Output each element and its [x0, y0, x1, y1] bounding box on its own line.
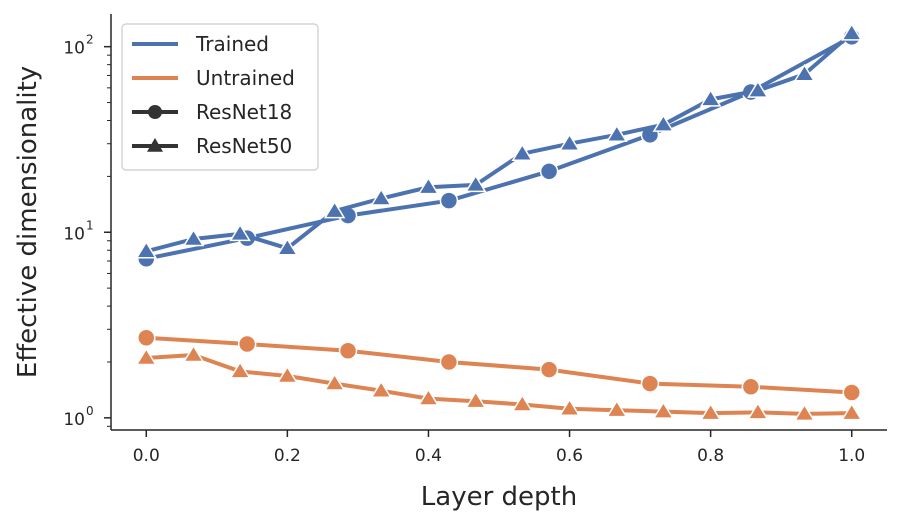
data-point	[840, 22, 863, 41]
data-point	[606, 399, 628, 418]
data-point	[417, 388, 440, 406]
series-layer	[135, 22, 863, 422]
data-point	[842, 383, 861, 402]
y-axis-title: Effective dimensionality	[13, 66, 43, 378]
data-point	[793, 403, 816, 422]
data-point	[417, 176, 440, 195]
data-point	[323, 373, 346, 391]
legend-marker	[148, 105, 162, 119]
y-tick-label: 10	[63, 410, 85, 430]
data-point	[511, 394, 534, 412]
data-point	[439, 191, 459, 210]
data-point	[840, 402, 863, 421]
axes	[110, 14, 887, 431]
x-tick-label: 0.6	[556, 446, 583, 466]
data-point	[747, 80, 769, 98]
y-tick-exponent: 2	[86, 33, 94, 47]
series-3	[135, 344, 863, 422]
data-point	[793, 63, 816, 82]
series-line	[144, 353, 854, 416]
data-point	[276, 365, 299, 384]
data-point	[229, 360, 251, 379]
data-point	[741, 377, 761, 397]
legend-label: Untrained	[196, 66, 295, 90]
legend-marker	[147, 138, 163, 152]
data-point	[464, 174, 487, 193]
series-1	[135, 22, 863, 259]
data-point	[229, 223, 251, 242]
legend-item: ResNet18	[132, 100, 292, 124]
x-tick-label: 1.0	[838, 446, 865, 466]
y-tick-exponent: 1	[86, 218, 94, 232]
data-point	[135, 240, 158, 259]
data-point	[652, 401, 675, 419]
data-point	[747, 401, 769, 420]
legend-label: ResNet50	[196, 134, 292, 158]
x-tick-label: 0.2	[274, 446, 301, 466]
legend-item: ResNet50	[132, 134, 292, 158]
data-point	[558, 398, 581, 416]
data-point	[606, 124, 628, 143]
y-tick-label: 10	[63, 224, 85, 244]
x-tick-label: 0.8	[697, 446, 724, 466]
data-point	[182, 228, 205, 247]
legend-item: Untrained	[132, 66, 295, 90]
data-point	[539, 360, 559, 379]
data-point	[558, 133, 581, 151]
data-point	[135, 347, 158, 366]
y-tick-label: 10	[63, 39, 85, 59]
data-point	[237, 334, 257, 354]
series-line	[144, 335, 854, 395]
data-point	[640, 374, 660, 393]
x-tick-label: 0.0	[133, 446, 160, 466]
legend: Trained Untrained ResNet18 ResNet50	[121, 23, 319, 171]
data-point	[699, 402, 722, 421]
series-line	[144, 34, 854, 261]
data-point	[464, 390, 487, 409]
data-point	[699, 88, 722, 107]
legend-item: Trained	[132, 32, 269, 56]
x-tick-label: 0.4	[415, 446, 442, 466]
data-point	[182, 344, 205, 363]
data-point	[276, 237, 299, 256]
series-2	[137, 328, 861, 402]
data-point	[338, 341, 358, 360]
x-axis-title: Layer depth	[421, 482, 577, 512]
data-point	[323, 200, 346, 219]
legend-label: Trained	[195, 32, 269, 56]
series-line	[144, 31, 854, 254]
data-point	[652, 114, 675, 132]
y-tick-exponent: 0	[86, 404, 94, 418]
data-point	[370, 188, 392, 206]
data-point	[439, 352, 459, 372]
data-point	[511, 143, 534, 161]
legend-frame	[121, 23, 319, 171]
data-point	[539, 162, 559, 181]
data-point	[370, 380, 392, 398]
legend-label: ResNet18	[196, 100, 292, 124]
data-point	[137, 328, 156, 348]
